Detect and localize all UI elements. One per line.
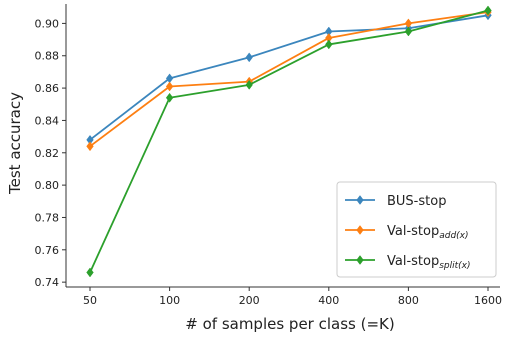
x-tick-label: 50 <box>83 294 97 307</box>
x-axis-label: # of samples per class (=K) <box>185 315 394 333</box>
data-point <box>165 73 174 84</box>
series-1 <box>86 10 492 145</box>
legend-label-base: Val-stop <box>387 224 439 239</box>
x-tick-label: 800 <box>398 294 419 307</box>
data-point <box>86 267 94 278</box>
legend-entry: Val-stopsplit(x) <box>345 254 471 271</box>
legend-label-subscript: add(x) <box>439 231 468 241</box>
data-point <box>86 141 94 152</box>
x-tick-label: 400 <box>318 294 339 307</box>
data-point <box>245 52 253 63</box>
x-tick-label: 100 <box>159 294 180 307</box>
data-point <box>404 26 413 37</box>
legend-label: Val-stopadd(x) <box>387 224 469 241</box>
series-3 <box>86 5 492 278</box>
legend-entry: BUS-stop <box>345 194 446 209</box>
data-point <box>165 92 174 103</box>
legend-box <box>336 181 497 278</box>
y-axis-label-group: Test accuracy <box>6 92 24 195</box>
x-tick-label: 200 <box>239 294 260 307</box>
y-tick-label: 0.76 <box>35 244 60 257</box>
x-tick-label: 1600 <box>474 294 502 307</box>
legend-label-subscript: split(x) <box>439 261 470 271</box>
y-tick-label: 0.90 <box>35 17 60 30</box>
y-tick-label: 0.78 <box>35 211 60 224</box>
legend-swatch-marker <box>356 225 364 235</box>
x-ticks: 50 100 200 400 800 1600 <box>83 287 502 307</box>
y-tick-label: 0.84 <box>35 114 60 127</box>
data-point <box>165 81 174 92</box>
data-point <box>484 5 492 16</box>
y-axis-label: Test accuracy <box>6 92 24 195</box>
legend-swatch-marker <box>356 255 364 265</box>
legend-label-base: Val-stop <box>387 254 439 269</box>
y-tick-label: 0.74 <box>35 276 60 289</box>
series-2 <box>86 7 492 152</box>
y-tick-label: 0.86 <box>35 82 60 95</box>
series-line <box>89 14 489 141</box>
series-layer <box>86 5 492 278</box>
legend-swatch-marker <box>356 195 364 205</box>
y-ticks: 0.74 0.76 0.78 0.80 0.82 0.84 0.86 0.88 0.90 <box>35 17 66 289</box>
y-tick-label: 0.88 <box>35 50 60 63</box>
data-point <box>325 39 333 50</box>
legend-label: BUS-stop <box>387 194 446 209</box>
y-tick-label: 0.82 <box>35 147 60 160</box>
series-line <box>89 11 489 148</box>
legend-entry: Val-stopadd(x) <box>345 224 469 241</box>
legend-label-base: BUS-stop <box>387 194 446 209</box>
series-line <box>89 9 489 273</box>
data-point <box>245 79 253 90</box>
y-tick-label: 0.80 <box>35 179 60 192</box>
legend-label: Val-stopsplit(x) <box>387 254 471 271</box>
